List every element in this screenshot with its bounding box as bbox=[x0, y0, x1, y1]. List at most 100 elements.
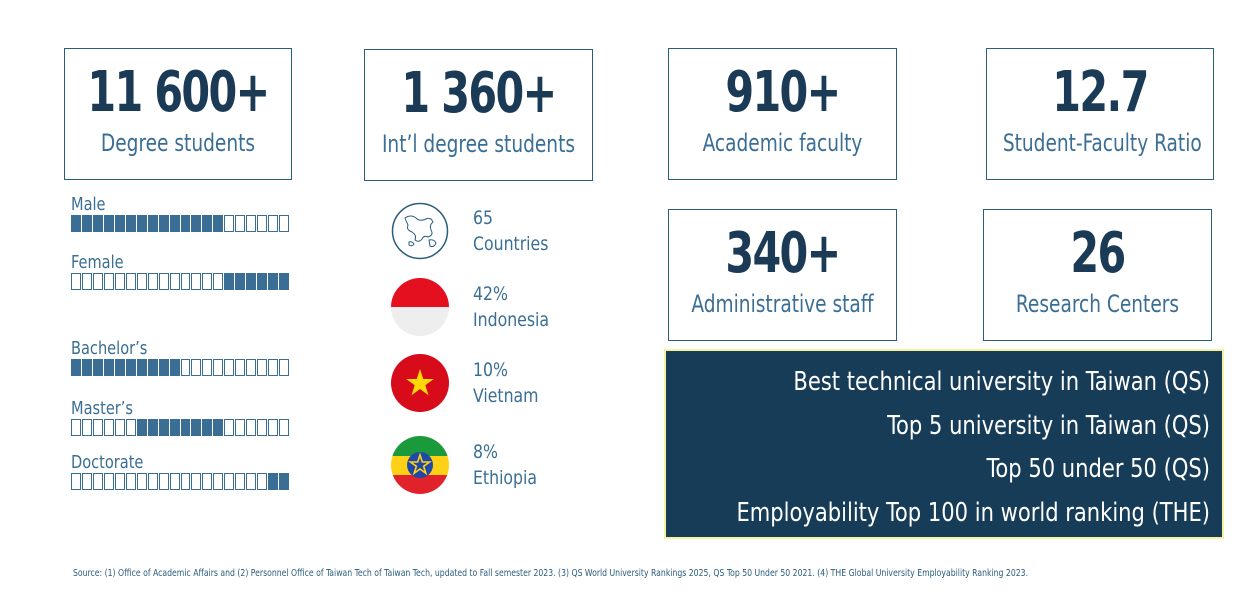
bar-segment-filled bbox=[268, 473, 279, 490]
stat-degree-students: 11 600+ Degree students bbox=[64, 48, 292, 180]
ethiopia-flag-icon bbox=[391, 436, 449, 494]
bar-segment-empty bbox=[81, 419, 92, 436]
stat-value: 340+ bbox=[725, 221, 841, 286]
bar-segment-filled bbox=[92, 359, 103, 376]
bar-segment-empty bbox=[136, 473, 147, 490]
bar-segment-empty bbox=[268, 215, 279, 232]
bar-segment-empty bbox=[92, 273, 103, 290]
bar-segment-empty bbox=[114, 473, 125, 490]
bar-segment-filled bbox=[180, 215, 191, 232]
bar-segment-empty bbox=[158, 473, 169, 490]
bar-segment-filled bbox=[246, 273, 257, 290]
indonesia-flag-icon bbox=[391, 278, 449, 336]
bar-segment-filled bbox=[81, 359, 92, 376]
bar-segment-empty bbox=[191, 273, 202, 290]
bar-segment-filled bbox=[268, 273, 279, 290]
countries-stat: 65 Countries bbox=[473, 205, 548, 257]
bar-segment-empty bbox=[169, 273, 180, 290]
bar-segment-empty bbox=[257, 473, 268, 490]
bar-segment-empty bbox=[202, 473, 213, 490]
bar-segment-empty bbox=[125, 473, 136, 490]
bar-segment-filled bbox=[125, 359, 136, 376]
vietnam-stat: 10% Vietnam bbox=[473, 357, 539, 409]
bar-segment-empty bbox=[202, 273, 213, 290]
bar-segment-empty bbox=[246, 359, 257, 376]
bar-segment-filled bbox=[103, 215, 114, 232]
rankings-panel: Best technical university in Taiwan (QS)… bbox=[664, 349, 1224, 539]
bar-bachelors bbox=[71, 359, 290, 376]
bar-segment-empty bbox=[71, 419, 81, 436]
stat-label: Degree students bbox=[100, 129, 256, 157]
bar-segment-empty bbox=[103, 473, 114, 490]
stat-label: Research Centers bbox=[1015, 290, 1180, 318]
bar-label-male: Male bbox=[71, 194, 106, 215]
bar-segment-filled bbox=[114, 215, 125, 232]
stat-academic-faculty: 910+ Academic faculty bbox=[668, 48, 897, 180]
bar-label-female: Female bbox=[71, 252, 124, 273]
stat-value: 910+ bbox=[725, 60, 841, 125]
bar-male bbox=[71, 215, 290, 232]
bar-segment-empty bbox=[246, 473, 257, 490]
indonesia-label: Indonesia bbox=[473, 309, 550, 331]
bar-segment-filled bbox=[71, 215, 81, 232]
bar-segment-empty bbox=[191, 359, 202, 376]
bar-segment-filled bbox=[125, 215, 136, 232]
bar-segment-filled bbox=[158, 359, 169, 376]
bar-segment-empty bbox=[169, 473, 180, 490]
bar-segment-empty bbox=[279, 419, 290, 436]
bar-segment-filled bbox=[147, 419, 158, 436]
stat-label: Academic faculty bbox=[702, 129, 863, 157]
ranking-item: Best technical university in Taiwan (QS) bbox=[793, 367, 1210, 397]
countries-label: Countries bbox=[473, 233, 549, 255]
bar-segment-filled bbox=[279, 273, 290, 290]
ranking-item: Top 5 university in Taiwan (QS) bbox=[887, 410, 1210, 441]
bar-segment-filled bbox=[235, 273, 246, 290]
bar-segment-empty bbox=[81, 273, 92, 290]
stat-value: 12.7 bbox=[1052, 60, 1149, 125]
bar-segment-empty bbox=[235, 359, 246, 376]
vietnam-flag-icon bbox=[391, 354, 449, 412]
bar-segment-empty bbox=[235, 473, 246, 490]
ethiopia-value: 8% bbox=[473, 441, 498, 463]
bar-segment-filled bbox=[147, 215, 158, 232]
bar-segment-empty bbox=[180, 359, 191, 376]
bar-masters bbox=[71, 419, 290, 436]
stat-label: Administrative staff bbox=[691, 290, 874, 318]
bar-segment-filled bbox=[180, 419, 191, 436]
bar-segment-filled bbox=[224, 273, 235, 290]
stat-student-faculty-ratio: 12.7 Student-Faculty Ratio bbox=[986, 48, 1214, 180]
bar-segment-filled bbox=[136, 359, 147, 376]
bar-segment-empty bbox=[191, 473, 202, 490]
bar-segment-empty bbox=[213, 473, 224, 490]
globe-icon bbox=[391, 202, 449, 260]
bar-segment-empty bbox=[103, 273, 114, 290]
bar-segment-empty bbox=[147, 273, 158, 290]
bar-segment-empty bbox=[257, 359, 268, 376]
bar-segment-filled bbox=[71, 359, 81, 376]
ranking-item: Top 50 under 50 (QS) bbox=[986, 454, 1210, 484]
bar-segment-empty bbox=[257, 215, 268, 232]
stat-value: 26 bbox=[1070, 221, 1126, 286]
bar-segment-filled bbox=[191, 215, 202, 232]
bar-segment-empty bbox=[125, 273, 136, 290]
source-note: Source: (1) Office of Academic Affairs a… bbox=[73, 568, 1029, 579]
ethiopia-label: Ethiopia bbox=[473, 467, 538, 489]
bar-segment-filled bbox=[169, 419, 180, 436]
bar-segment-empty bbox=[279, 215, 290, 232]
stat-research-centers: 26 Research Centers bbox=[983, 209, 1212, 341]
bar-segment-filled bbox=[279, 473, 290, 490]
bar-doctorate bbox=[71, 473, 290, 490]
bar-segment-filled bbox=[169, 215, 180, 232]
bar-segment-empty bbox=[213, 273, 224, 290]
bar-segment-filled bbox=[257, 273, 268, 290]
bar-segment-empty bbox=[268, 419, 279, 436]
bar-segment-empty bbox=[213, 359, 224, 376]
stat-value: 1 360+ bbox=[401, 61, 557, 126]
bar-segment-empty bbox=[202, 359, 213, 376]
bar-segment-empty bbox=[180, 473, 191, 490]
bar-label-bachelors: Bachelor’s bbox=[71, 338, 148, 359]
bar-segment-filled bbox=[136, 215, 147, 232]
bar-segment-empty bbox=[224, 419, 235, 436]
bar-segment-filled bbox=[202, 215, 213, 232]
bar-segment-empty bbox=[224, 359, 235, 376]
